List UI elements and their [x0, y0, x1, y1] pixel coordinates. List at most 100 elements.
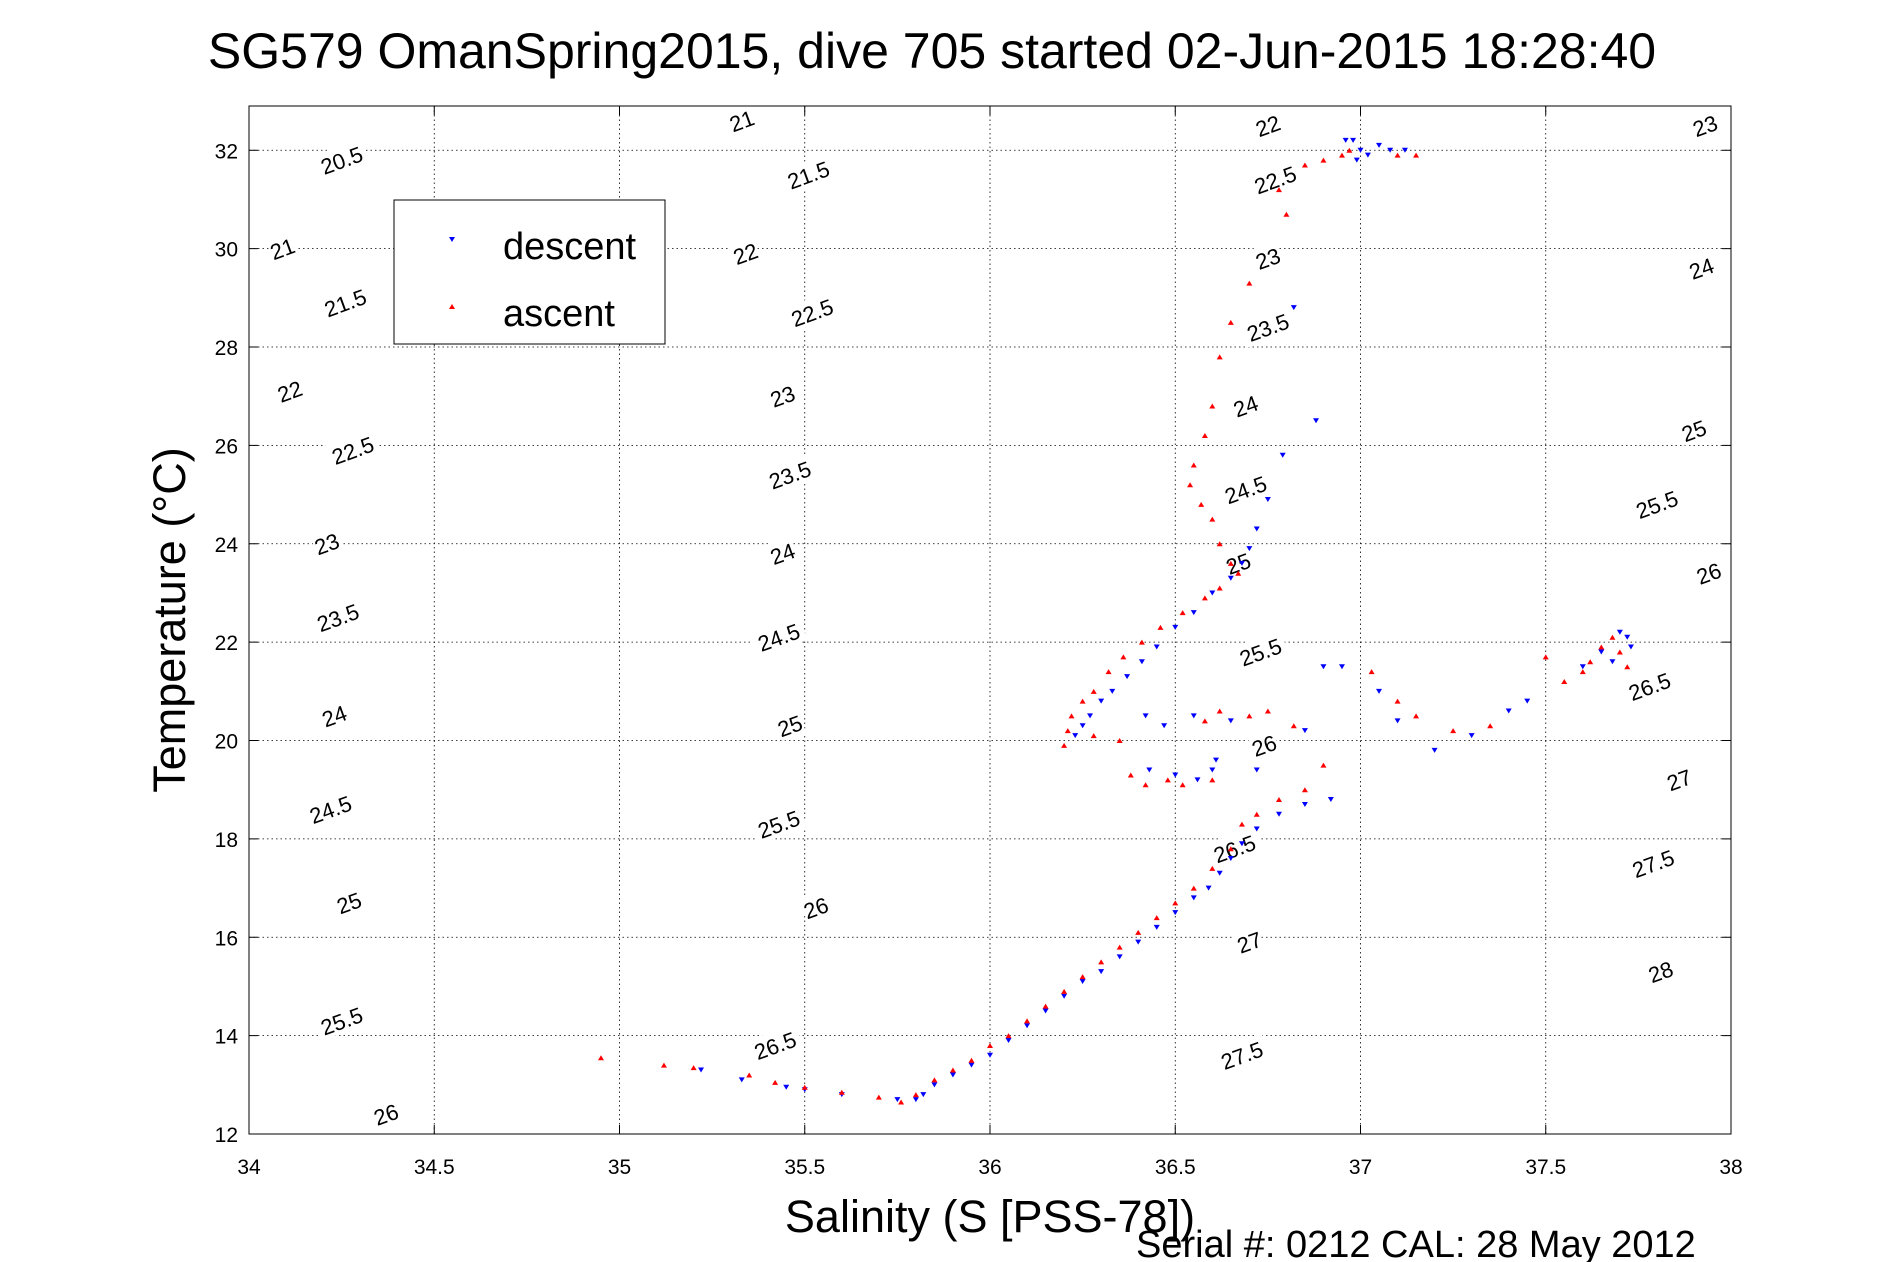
x-tick-label: 36.5 [1155, 1156, 1196, 1179]
ascent-point [1209, 516, 1216, 522]
ascent-point [1624, 664, 1631, 670]
contour-label: 23.5 [1244, 309, 1293, 347]
ascent-point [1598, 644, 1605, 650]
ascent-point [1346, 147, 1353, 153]
descent-point [1098, 969, 1105, 975]
ascent-point [1301, 162, 1308, 168]
contour-label-mask [1247, 727, 1281, 762]
y-axis-label: Temperature (°C) [144, 447, 195, 793]
ascent-point [1587, 659, 1594, 665]
descent-point [1609, 659, 1616, 665]
ascent-point [1005, 1033, 1012, 1039]
ascent-point [1105, 669, 1112, 675]
ascent-point [1209, 777, 1216, 783]
ascent-point [1042, 1003, 1049, 1009]
x-tick-label: 38 [1719, 1156, 1742, 1179]
contour-label-mask [312, 998, 371, 1042]
contour-label-mask [779, 152, 837, 196]
contour-label-mask [316, 280, 374, 323]
contour-label-mask [369, 1096, 403, 1131]
ascent-point [931, 1077, 938, 1083]
ascent-point [1172, 900, 1179, 906]
ascent-point [1579, 669, 1586, 675]
ascent-point [1116, 944, 1123, 950]
contour-label: 23.5 [314, 599, 363, 637]
ascent-point [912, 1092, 919, 1098]
ascent-point [746, 1072, 753, 1078]
ascent-point [1413, 152, 1420, 158]
ascent-point [1201, 433, 1208, 439]
contour-label-mask [332, 885, 366, 919]
descent-point [1505, 708, 1512, 714]
contour-label-mask [1684, 250, 1718, 285]
ascent-point [1201, 595, 1208, 601]
contour-label: 27.5 [1629, 845, 1678, 883]
ascent-point [1198, 501, 1205, 507]
contour-label-mask [309, 526, 344, 560]
chart-title: SG579 OmanSpring2015, dive 705 started 0… [208, 23, 1656, 79]
ascent-point [1090, 688, 1097, 694]
legend-label-ascent: ascent [503, 293, 615, 335]
ascent-point [1061, 988, 1068, 994]
contour-label: 23.5 [766, 456, 815, 494]
contour-label-mask [760, 452, 819, 496]
descent-point [1227, 575, 1234, 581]
contour-label: 25.5 [317, 1002, 366, 1040]
contour-label-mask [765, 535, 799, 570]
ascent-point [1216, 708, 1223, 714]
contour-label: 22.5 [329, 432, 378, 470]
descent-point [1246, 546, 1253, 552]
ascent-point [1616, 649, 1623, 655]
ascent-point [1024, 1018, 1031, 1024]
ascent-point [1164, 777, 1171, 783]
ascent-point [1235, 570, 1242, 576]
descent-point [1624, 634, 1631, 640]
ascent-point [1320, 157, 1327, 163]
descent-point [1320, 664, 1327, 670]
descent-point [1394, 718, 1401, 724]
y-tick-label: 16 [215, 927, 238, 950]
contour-label-mask [1627, 482, 1686, 525]
descent-point [1116, 954, 1123, 960]
contour-label-mask [308, 595, 367, 638]
ascent-point [1253, 811, 1260, 817]
contour-label: 25.5 [755, 806, 804, 844]
descent-point [1087, 713, 1094, 719]
contour-label-mask [265, 231, 299, 265]
descent-point [1216, 870, 1223, 876]
legend-marker-ascent [449, 304, 455, 309]
descent-point [1190, 713, 1197, 719]
ascent-point [949, 1067, 956, 1073]
contour-label-mask [765, 378, 799, 412]
descent-point [1401, 147, 1408, 153]
descent-point [1124, 674, 1131, 680]
ascent-point [1283, 211, 1290, 217]
descent-point [1142, 713, 1149, 719]
ascent-point [1275, 797, 1282, 803]
descent-point [1598, 649, 1605, 655]
contour-label: 21.5 [784, 156, 833, 194]
ascent-point [1079, 974, 1086, 980]
contour-label: 24.5 [1221, 471, 1270, 509]
ascent-point [1157, 624, 1164, 630]
descent-point [1072, 733, 1079, 739]
x-axis-ticks: 34 34.5 35 35.5 36 36.5 37 37.5 38 [237, 106, 1743, 1179]
ascent-point [1264, 708, 1271, 714]
ascent-point [801, 1084, 808, 1090]
descent-point [1194, 777, 1201, 783]
descent-point [1253, 767, 1260, 773]
ascent-point [1179, 610, 1186, 616]
contour-label-mask [1623, 841, 1682, 884]
contour-label: 27.5 [1218, 1037, 1267, 1075]
ascent-point [1487, 723, 1494, 729]
contour-label-mask [272, 373, 307, 408]
contour-label: 26.5 [1210, 830, 1259, 868]
descent-point [1376, 142, 1383, 148]
descent-point [949, 1072, 956, 1078]
descent-point [1238, 560, 1245, 566]
descent-point [1627, 644, 1634, 650]
descent-point [1024, 1023, 1031, 1029]
descent-point [1042, 1008, 1049, 1014]
descent-point [1209, 590, 1216, 596]
